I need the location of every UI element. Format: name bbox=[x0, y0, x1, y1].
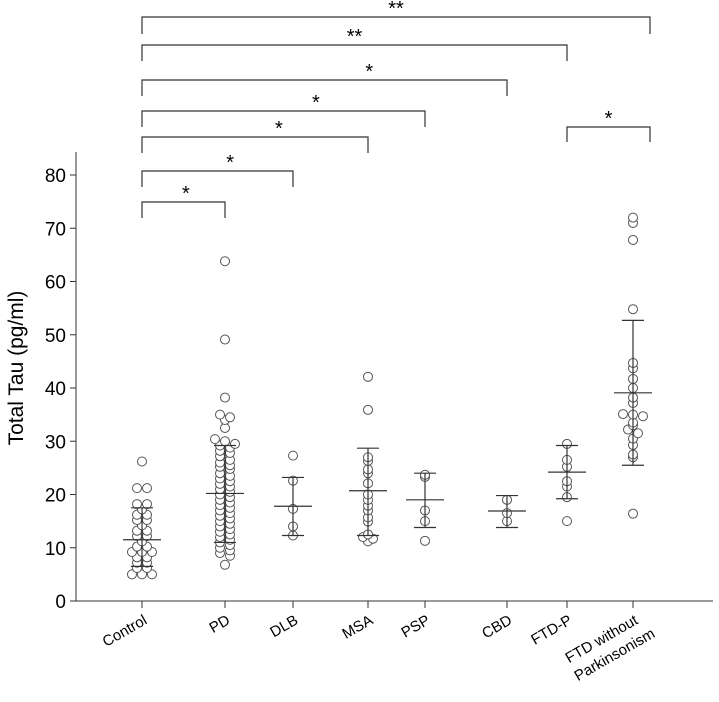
data-point bbox=[628, 212, 638, 223]
data-point bbox=[220, 559, 230, 570]
data-point bbox=[220, 392, 230, 403]
x-category-label-group: Control bbox=[100, 612, 150, 651]
data-point bbox=[363, 371, 373, 382]
data-point bbox=[132, 483, 142, 494]
y-tick-label: 20 bbox=[45, 486, 66, 507]
x-category-label: DLB bbox=[267, 612, 301, 641]
data-point bbox=[220, 256, 230, 267]
data-point bbox=[220, 436, 230, 447]
data-point bbox=[137, 456, 147, 467]
y-tick-label: 10 bbox=[45, 539, 66, 560]
data-point bbox=[142, 483, 152, 494]
data-point bbox=[230, 438, 240, 449]
y-tick-label: 70 bbox=[45, 219, 66, 240]
x-category-label: FTD-P bbox=[528, 612, 575, 649]
significance-bracket bbox=[566, 126, 651, 142]
y-tick-label: 50 bbox=[45, 326, 66, 347]
significance-label: * bbox=[275, 118, 283, 140]
significance-bracket bbox=[141, 16, 651, 34]
data-point bbox=[562, 516, 572, 527]
data-point bbox=[633, 428, 643, 439]
y-tick-label: 0 bbox=[55, 592, 66, 613]
data-point bbox=[618, 409, 628, 420]
x-category-label: PD bbox=[206, 612, 233, 637]
data-point bbox=[215, 409, 225, 420]
y-tick-label: 60 bbox=[45, 273, 66, 294]
data-point bbox=[420, 535, 430, 546]
data-point bbox=[363, 404, 373, 415]
significance-bracket bbox=[141, 201, 226, 218]
data-point bbox=[628, 304, 638, 315]
data-point bbox=[210, 434, 220, 445]
data-point bbox=[142, 499, 152, 510]
data-point bbox=[220, 334, 230, 345]
data-point bbox=[288, 450, 298, 461]
y-tick-label: 30 bbox=[45, 432, 66, 453]
data-point bbox=[638, 411, 648, 422]
x-category-label-group: PD bbox=[206, 612, 233, 637]
x-category-label-group: DLB bbox=[267, 612, 301, 641]
data-point bbox=[225, 412, 235, 423]
data-point bbox=[628, 508, 638, 519]
significance-label: ** bbox=[347, 26, 363, 48]
x-category-label-group: PSP bbox=[399, 612, 433, 642]
x-category-label: MSA bbox=[339, 612, 376, 643]
significance-label: * bbox=[226, 152, 234, 174]
significance-bracket bbox=[141, 44, 568, 61]
data-points bbox=[127, 212, 648, 580]
y-tick-label: 80 bbox=[45, 166, 66, 187]
y-axis-title: Total Tau (pg/ml) bbox=[5, 291, 28, 446]
significance-label: ** bbox=[388, 0, 404, 20]
x-category-label-group: CBD bbox=[479, 612, 515, 643]
significance-bracket bbox=[141, 136, 369, 153]
significance-label: * bbox=[605, 108, 613, 130]
x-category-label-group: MSA bbox=[339, 612, 376, 643]
data-point bbox=[132, 499, 142, 510]
significance-label: * bbox=[182, 183, 190, 205]
data-point bbox=[628, 234, 638, 245]
x-category-label: PSP bbox=[399, 612, 433, 642]
x-category-label-group: FTD-P bbox=[528, 612, 575, 649]
x-category-label: CBD bbox=[479, 612, 515, 643]
y-ticks: 0 10 20 30 40 50 60 70 80 bbox=[45, 166, 76, 613]
error-bars bbox=[123, 319, 652, 567]
significance-brackets: ********** bbox=[141, 0, 651, 218]
significance-bracket bbox=[141, 170, 294, 187]
x-category-label: Control bbox=[100, 612, 150, 651]
significance-label: * bbox=[365, 61, 373, 83]
axes bbox=[75, 152, 713, 602]
significance-label: * bbox=[312, 92, 320, 114]
y-tick-label: 40 bbox=[45, 379, 66, 400]
significance-bracket bbox=[141, 110, 426, 127]
significance-bracket bbox=[141, 79, 508, 96]
